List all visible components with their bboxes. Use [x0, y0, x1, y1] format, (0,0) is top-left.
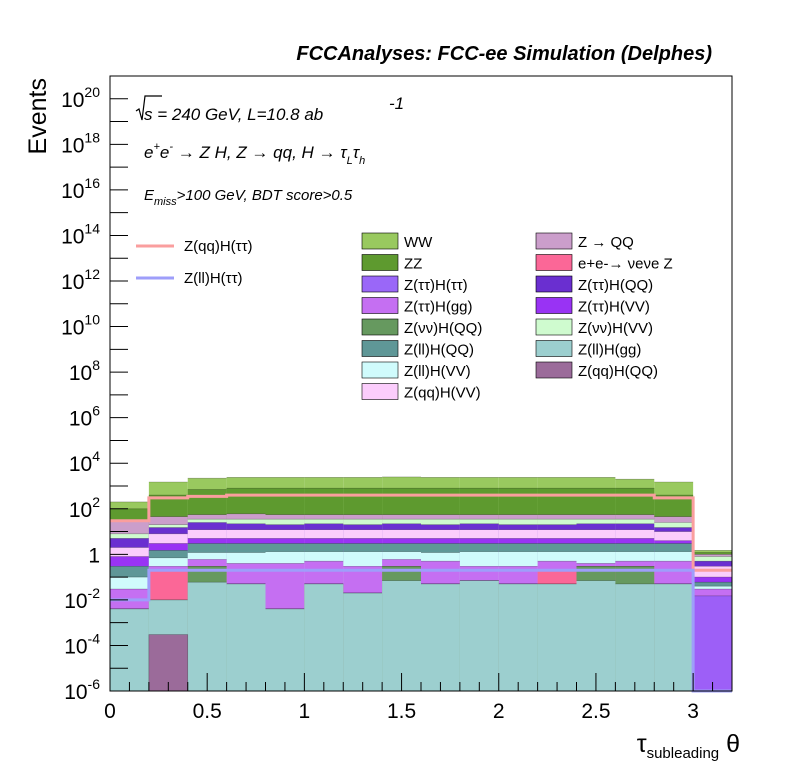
bar-z-ll-h-gg--bin-5	[304, 583, 344, 691]
legend-left-label: Z(ll)H(VV)	[404, 363, 471, 380]
legend-left-label: WW	[404, 234, 433, 251]
svg-text:e+e- → Z H, Z → qq, H → τLτh: e+e- → Z H, Z → qq, H → τLτh	[144, 141, 365, 167]
svg-text:s = 240 GeV, L=10.8 ab: s = 240 GeV, L=10.8 ab	[144, 105, 323, 124]
x-tick-label: 1	[299, 700, 311, 723]
legend-right-swatch-6	[535, 361, 573, 379]
legend-left-label: ZZ	[404, 256, 422, 273]
legend-right-swatch-1	[535, 254, 573, 271]
legend-left-label: Z(ττ)H(ττ)	[404, 277, 468, 294]
y-tick-label: 1012	[61, 266, 100, 294]
bar-z-ll-h-gg--bin-2	[187, 582, 227, 691]
x-tick-label: 1.5	[387, 700, 416, 723]
x-axis-label: τsubleading θ	[637, 730, 740, 762]
y-axis: 10-6 10-4 10-2 1 102 104 106 108 1010 1012 1014 101…	[61, 75, 128, 704]
bar-z-ll-h-gg--bin-3	[226, 583, 266, 691]
legend-right-swatch-2	[535, 275, 573, 293]
x-tick-label: 0.5	[193, 700, 222, 723]
y-tick-label: 1	[88, 544, 100, 567]
y-tick-label: 104	[69, 448, 100, 476]
y-tick-label: 1010	[61, 312, 100, 340]
legend-right-label: Z(ττ)H(QQ)	[578, 277, 653, 294]
y-tick-label: 108	[69, 357, 100, 385]
legend-right-label: Z → QQ	[578, 234, 634, 251]
svg-text:-1: -1	[389, 94, 404, 113]
bar-z-ll-h-gg--bin-13	[615, 583, 655, 691]
annotation-cuts: Emiss>100 GeV, BDT score>0.5	[144, 187, 353, 208]
legend-left-swatch-3	[361, 297, 399, 314]
bar-z-ll-h-gg--bin-14	[654, 583, 694, 691]
legend-right-label: Z(ττ)H(VV)	[578, 299, 650, 316]
bar-z-ll-h-gg--bin-0	[110, 608, 149, 691]
legend-left-label: Z(ll)H(QQ)	[404, 342, 474, 359]
legend-right-label: Z(νν)H(VV)	[578, 320, 653, 337]
bar-z-ll-h-gg--bin-6	[343, 593, 383, 691]
bar-z-ll-h-gg--bin-8	[421, 583, 460, 691]
y-tick-label: 106	[69, 403, 100, 431]
x-tick-label: 0	[104, 700, 116, 723]
x-axis: 0 0.5 1 1.5 2 2.5 3	[104, 673, 714, 723]
signal-line-1	[110, 568, 732, 693]
legend-label: Z(qq)H(ττ)	[184, 238, 253, 255]
y-axis-label: Events	[24, 78, 52, 154]
bar-z-ll-h-gg--bin-9	[459, 580, 499, 691]
legend-right-swatch-3	[535, 297, 573, 314]
legend-left-label: Z(ττ)H(gg)	[404, 299, 473, 316]
annotation-energy: s = 240 GeV, L=10.8 ab -1	[135, 94, 404, 124]
legend-label: Z(ll)H(ττ)	[184, 270, 243, 287]
y-tick-label: 1016	[61, 175, 100, 203]
annotation-process: e+e- → Z H, Z → qq, H → τLτh	[144, 141, 365, 167]
x-tick-label: 3	[687, 700, 699, 723]
x-tick-label: 2	[493, 700, 505, 723]
legend-left-swatch-7	[361, 383, 399, 400]
bar-z-ll-h-gg--bin-12	[576, 580, 616, 691]
legend-left-label: Z(νν)H(QQ)	[404, 320, 482, 337]
y-tick-label: 1018	[61, 129, 100, 157]
y-tick-label: 10-6	[64, 676, 100, 704]
bar-z-ll-h-gg--bin-7	[382, 580, 421, 691]
legend-left-swatch-2	[361, 275, 399, 293]
bar-z-ll-h-gg--bin-4	[265, 608, 305, 691]
legend-right-label: Z(ll)H(gg)	[578, 342, 641, 359]
legend-right-swatch-4	[535, 318, 573, 336]
legend-right-label: Z(qq)H(QQ)	[578, 363, 658, 380]
legend-left-label: Z(qq)H(VV)	[404, 385, 481, 402]
y-tick-label: 10-4	[64, 630, 100, 658]
signal-lines	[110, 493, 732, 693]
legend-right-swatch-0	[535, 232, 573, 250]
chart-title: FCCAnalyses: FCC-ee Simulation (Delphes)	[296, 43, 712, 65]
legend-left-swatch-4	[361, 318, 399, 336]
legend-right-swatch-5	[535, 340, 573, 357]
bar-z-ll-h-gg--bin-10	[498, 583, 538, 691]
y-tick-label: 1014	[61, 220, 100, 248]
legend-left-swatch-1	[361, 254, 399, 271]
legend-right-label: e+e-→ νeνe Z	[578, 256, 673, 273]
bar-extra-1-bin-15	[692, 595, 733, 692]
y-tick-label: 10-2	[64, 585, 100, 613]
svg-text:Emiss>100 GeV, BDT score>0.5: Emiss>100 GeV, BDT score>0.5	[144, 187, 353, 208]
legend-left-swatch-5	[361, 340, 399, 357]
bar-z-ll-h-gg--bin-11	[537, 583, 577, 691]
legend: Z(qq)H(ττ) Z(ll)H(ττ) WW ZZ Z(ττ)H(ττ) Z(ττ)H…	[136, 232, 673, 402]
stacked-bars	[110, 476, 733, 692]
y-tick-label: 1020	[61, 84, 100, 112]
x-tick-label: 2.5	[581, 700, 610, 723]
legend-left-swatch-0	[361, 232, 399, 250]
legend-left-swatch-6	[361, 361, 399, 379]
y-tick-label: 102	[69, 494, 100, 522]
signal-line-0	[110, 493, 732, 572]
